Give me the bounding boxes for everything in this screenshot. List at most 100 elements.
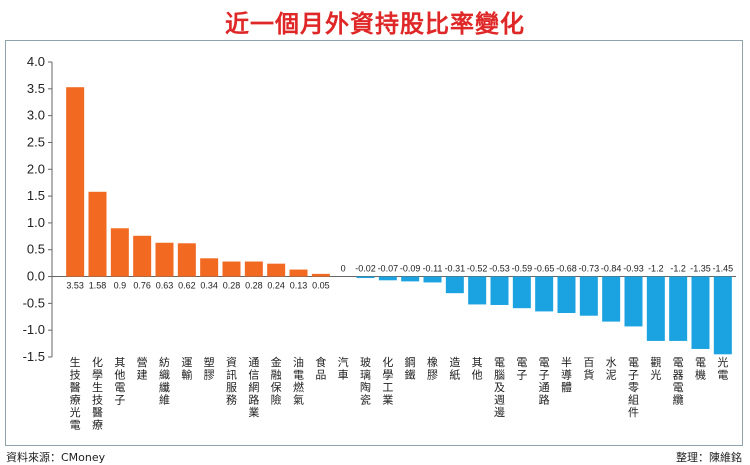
bar (669, 276, 688, 341)
category-label: 通信網路業 (248, 356, 259, 419)
category-label: 資訊服務 (226, 356, 237, 407)
y-tick-label: 0.0 (27, 269, 45, 284)
category-label: 鋼鐵 (405, 355, 416, 382)
data-label: -0.53 (489, 264, 510, 274)
category-label: 百貨 (583, 356, 594, 382)
bar (535, 276, 554, 312)
data-label: 0.62 (178, 281, 196, 291)
data-label: -0.73 (579, 264, 600, 274)
y-tick-label: -1.5 (23, 349, 45, 364)
category-label: 水泥 (606, 356, 617, 382)
bar (356, 276, 375, 279)
bar (267, 263, 286, 277)
category-label: 造紙 (449, 355, 460, 382)
data-label: 0.28 (245, 281, 263, 291)
bar (602, 276, 621, 322)
data-label: -0.68 (556, 264, 577, 274)
data-label: -0.02 (355, 264, 376, 274)
category-label: 金融保險 (271, 355, 282, 407)
y-tick-label: 2.0 (27, 161, 45, 176)
bar (133, 235, 152, 277)
bar (378, 276, 397, 281)
bar (445, 276, 464, 294)
data-label: -1.45 (713, 264, 734, 274)
y-tick-label: 2.5 (27, 134, 45, 149)
bar (423, 276, 442, 283)
chart-title: 近一個月外資持股比率變化 (225, 10, 525, 38)
bar (222, 261, 241, 277)
bar (579, 276, 598, 316)
data-label: -1.35 (690, 264, 711, 274)
y-tick-label: 1.0 (27, 215, 45, 230)
y-tick-label: -0.5 (23, 295, 45, 310)
bar (646, 276, 665, 341)
category-label: 觀光 (650, 356, 661, 382)
category-label: 電子 (516, 356, 527, 382)
category-label: 紡織纖維 (159, 355, 170, 407)
bar-chart: 4.0 3.5 3.0 2.5 2.0 1.5 1.0 0.5 0.0 -0.5 -1.0 -1.5 3… (23, 54, 736, 432)
data-label: 0.9 (114, 281, 127, 291)
y-tick-label: 3.0 (27, 108, 45, 123)
data-label: 1.58 (89, 281, 107, 291)
data-label: -0.84 (601, 264, 622, 274)
bar (155, 242, 174, 277)
data-label: 0.63 (156, 281, 174, 291)
data-label: 0 (341, 264, 346, 274)
bar (177, 243, 196, 277)
category-label: 生技醫療光電 (70, 355, 81, 432)
bar (401, 276, 420, 282)
bar (468, 276, 487, 305)
data-label: -0.31 (445, 264, 466, 274)
data-label: -1.2 (670, 264, 686, 274)
data-label: 0.13 (290, 281, 308, 291)
bar (110, 228, 129, 277)
y-tick-label: 3.5 (27, 81, 45, 96)
data-label: -0.52 (467, 264, 488, 274)
data-label: -0.11 (423, 264, 443, 274)
category-label: 運輸 (181, 356, 192, 382)
y-tick-label: 4.0 (27, 54, 45, 69)
bar (66, 87, 85, 277)
data-label: 0.05 (312, 281, 330, 291)
bar (691, 276, 710, 349)
category-label: 化學工業 (382, 355, 393, 407)
category-label: 食品 (315, 355, 326, 382)
data-label: -0.65 (534, 264, 555, 274)
category-label: 橡膠 (427, 356, 438, 382)
category-label: 汽車 (338, 355, 349, 382)
data-label: -0.07 (378, 264, 399, 274)
category-label: 玻璃陶瓷 (360, 356, 371, 407)
y-tick-label: 1.5 (27, 188, 45, 203)
data-label: -0.59 (512, 264, 533, 274)
category-label: 營建 (137, 356, 148, 382)
bar (311, 273, 330, 277)
category-label: 電子通路 (539, 356, 550, 407)
category-label: 電腦及週邊 (494, 356, 505, 419)
category-label: 其他 (472, 356, 483, 382)
category-label: 電子零組件 (628, 356, 639, 419)
data-label: 3.53 (66, 281, 84, 291)
category-label: 光電 (717, 355, 728, 382)
category-label: 油電燃氣 (293, 355, 304, 407)
editor-note: 整理：陳維銘 (676, 451, 742, 464)
y-tick-label: -1.0 (23, 322, 45, 337)
data-label: -0.09 (400, 264, 421, 274)
y-tick-label: 0.5 (27, 242, 45, 257)
data-label: 0.28 (223, 281, 241, 291)
data-label: -0.93 (623, 264, 644, 274)
bar (512, 276, 531, 309)
category-label: 其他電子 (114, 356, 125, 407)
chart-frame: 4.0 3.5 3.0 2.5 2.0 1.5 1.0 0.5 0.0 -0.5 -1.0 -1.5 3… (5, 40, 743, 446)
bar (244, 261, 263, 277)
bar (289, 269, 308, 277)
bar (557, 276, 576, 314)
category-label: 電器電纜 (673, 356, 684, 407)
bar (624, 276, 643, 327)
bar (200, 258, 219, 277)
category-label: 半導體 (561, 355, 572, 394)
category-label: 化學生技醫療 (92, 355, 103, 432)
bar (490, 276, 509, 305)
data-label: 0.76 (133, 281, 151, 291)
category-label: 電機 (695, 356, 706, 382)
source-note: 資料來源：CMoney (6, 451, 106, 464)
